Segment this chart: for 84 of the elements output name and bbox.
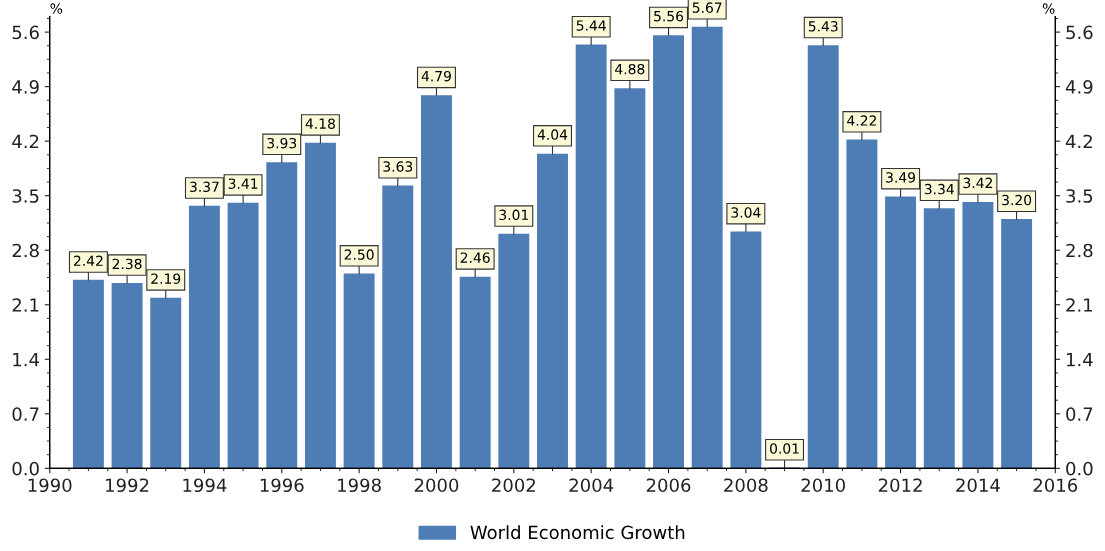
data-label: 3.63 xyxy=(383,161,413,172)
bar xyxy=(304,142,336,469)
y-axis-title: % xyxy=(50,3,63,14)
bar xyxy=(614,88,646,469)
data-label: 3.93 xyxy=(267,137,297,149)
bar xyxy=(266,162,298,469)
x-tick-label: 2006 xyxy=(646,478,691,493)
data-label: 2.50 xyxy=(344,249,374,260)
data-label: 3.37 xyxy=(190,181,219,193)
data-label: 5.43 xyxy=(808,21,838,32)
bar xyxy=(846,139,878,469)
data-label: 5.56 xyxy=(654,10,684,22)
bar xyxy=(537,153,568,469)
bar xyxy=(72,279,104,469)
data-label: 2.19 xyxy=(151,273,181,284)
data-label: 4.04 xyxy=(537,129,568,140)
data-label: 5.44 xyxy=(576,20,606,31)
y-tick-label: 4.9 xyxy=(12,80,39,94)
x-tick-label: 1992 xyxy=(106,478,149,493)
bar xyxy=(962,201,994,469)
bar xyxy=(807,45,839,469)
data-label: 3.04 xyxy=(731,207,761,218)
x-tick-label: 1994 xyxy=(183,478,227,493)
x-tick-label: 2016 xyxy=(1033,478,1078,493)
y-tick-label: 2.8 xyxy=(12,243,39,258)
data-label: 2.42 xyxy=(73,255,103,266)
x-tick-label: 1996 xyxy=(260,478,304,493)
legend-label: World Economic Growth xyxy=(470,525,685,540)
y2-tick-label: 2.1 xyxy=(1066,298,1093,312)
x-tick-label: 2012 xyxy=(878,478,922,493)
bar xyxy=(691,26,723,469)
x-tick-label: 1998 xyxy=(338,478,381,493)
data-label: 3.49 xyxy=(886,172,916,183)
x-tick-label: 2010 xyxy=(801,478,845,493)
y-tick-label: 4.2 xyxy=(12,134,39,149)
y2-axis-title: % xyxy=(1042,3,1055,14)
y-tick-label: 1.4 xyxy=(13,352,39,367)
data-label: 3.42 xyxy=(963,177,992,189)
data-label: 4.18 xyxy=(305,118,335,129)
y2-tick-label: 4.9 xyxy=(1065,80,1093,94)
data-label: 4.79 xyxy=(421,70,451,82)
data-label: 3.41 xyxy=(228,178,258,189)
x-tick-label: 2004 xyxy=(569,478,614,493)
y-tick-label: 5.6 xyxy=(12,25,39,40)
bar xyxy=(653,35,684,469)
bar xyxy=(227,202,259,469)
x-tick-label: 1990 xyxy=(28,478,72,493)
data-label: 4.22 xyxy=(847,115,876,126)
data-label: 4.88 xyxy=(615,63,645,75)
bar xyxy=(421,95,452,469)
x-tick-label: 2014 xyxy=(956,478,1000,493)
x-tick-label: 2002 xyxy=(492,478,535,493)
bar xyxy=(150,297,182,469)
data-label: 3.20 xyxy=(1002,194,1032,206)
data-label: 5.67 xyxy=(692,2,722,13)
bar xyxy=(1001,219,1033,469)
bar xyxy=(885,196,917,469)
y2-tick-label: 0.0 xyxy=(1066,461,1093,476)
y2-tick-label: 4.2 xyxy=(1065,134,1092,149)
y-tick-label: 0.0 xyxy=(12,461,39,476)
data-label: 3.01 xyxy=(499,209,529,221)
y2-tick-label: 5.6 xyxy=(1066,25,1093,40)
y-tick-label: 2.1 xyxy=(12,298,39,312)
y2-tick-label: 2.8 xyxy=(1066,243,1093,258)
bar xyxy=(188,205,220,469)
bar xyxy=(575,44,607,469)
bar xyxy=(498,233,530,469)
bar xyxy=(730,231,762,469)
bar xyxy=(459,276,491,469)
y-tick-label: 0.7 xyxy=(12,407,39,421)
bar xyxy=(343,273,375,469)
y2-tick-label: 0.7 xyxy=(1066,407,1093,421)
data-label: 2.46 xyxy=(460,252,490,263)
bar xyxy=(923,208,955,469)
data-label: 3.34 xyxy=(924,183,954,195)
y2-tick-label: 1.4 xyxy=(1066,352,1093,367)
x-tick-label: 2008 xyxy=(724,478,768,493)
y-tick-label: 3.5 xyxy=(12,189,39,203)
bar xyxy=(111,282,143,469)
y2-tick-label: 3.5 xyxy=(1066,189,1093,203)
data-label: 0.01 xyxy=(770,443,799,454)
data-label: 2.38 xyxy=(112,258,142,270)
bar xyxy=(382,185,414,469)
x-tick-label: 2000 xyxy=(414,478,459,493)
